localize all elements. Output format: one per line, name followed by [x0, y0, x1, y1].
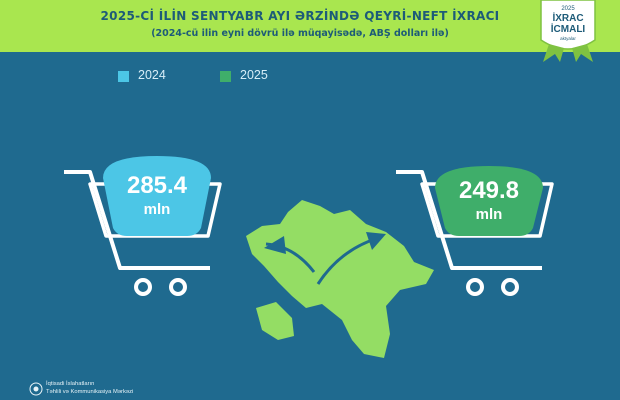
cart-2024-wheel-left: [134, 278, 152, 296]
cart-2024-wheel-right: [169, 278, 187, 296]
value-mark-2025: [435, 165, 543, 236]
page-title: 2025-Cİ İLİN SENTYABR AYI ƏRZİNDƏ QEYRİ-…: [100, 9, 500, 23]
legend-swatch-2024: [118, 71, 129, 82]
legend-label-2025: 2025: [240, 68, 268, 82]
page-subtitle: (2024-cü ilin eyni dövrü ilə müqayisədə,…: [151, 28, 449, 39]
badge-year: 2025: [561, 6, 575, 12]
unit-text-2025: mln: [475, 205, 503, 223]
legend-label-2024: 2024: [138, 68, 166, 82]
emblem-icon: [29, 382, 43, 396]
cart-2025-wheel-right: [501, 278, 519, 296]
unit-text-2024: mln: [143, 201, 171, 218]
value-label-2025: 249.8 mln: [436, 177, 542, 225]
value-mark-2024: [103, 156, 211, 236]
badge-line3: aktyalar: [560, 36, 576, 41]
header-banner: [0, 0, 620, 52]
footer-line1: İqtisadi İslahatların: [46, 381, 95, 387]
export-review-badge: 2025 İXRAC İCMALI aktyalar: [540, 0, 596, 62]
footer-line2: Təhlili və Kommunikasiya Mərkəzi: [46, 388, 134, 395]
value-label-2024: 285.4 mln: [104, 172, 210, 220]
map-icon: [246, 200, 434, 358]
cart-2024: [64, 170, 222, 296]
badge-line2: İCMALI: [551, 22, 586, 35]
value-text-2025: 249.8: [458, 176, 520, 204]
value-text-2024: 285.4: [126, 172, 188, 199]
footer-organization: İqtisadi İslahatların Təhlili və Kommuni…: [46, 381, 133, 396]
badge-line1: İXRAC: [552, 11, 583, 24]
legend-swatch-2025: [220, 71, 231, 82]
cart-2025-wheel-left: [466, 278, 484, 296]
